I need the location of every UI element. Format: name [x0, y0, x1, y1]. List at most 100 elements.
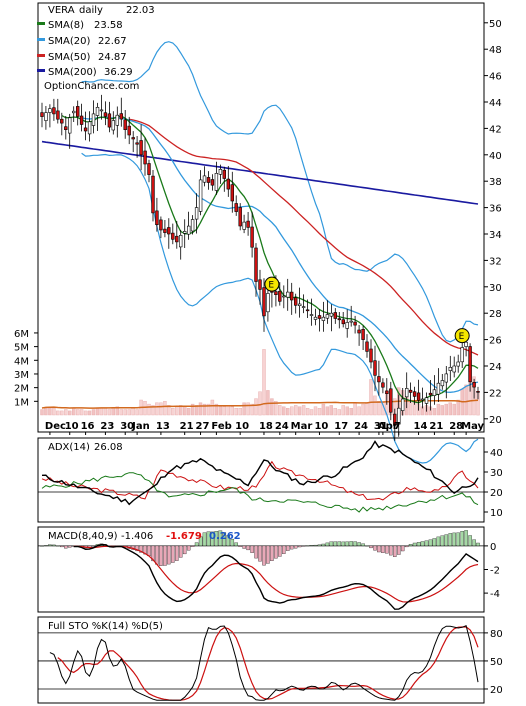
volume-bar	[258, 391, 262, 416]
macd-histogram-bar	[369, 545, 373, 549]
volume-tick-label: 4M	[14, 356, 29, 367]
volume-bar	[64, 409, 68, 416]
candle-body	[432, 389, 437, 396]
candle-body	[187, 225, 191, 235]
volume-bar	[147, 403, 151, 416]
macd-histogram-bar	[194, 542, 199, 547]
volume-bar	[282, 406, 286, 416]
candle-body	[163, 228, 167, 233]
date-tick-label: May	[461, 421, 484, 432]
volume-bar	[127, 409, 131, 416]
candle-body	[365, 341, 369, 352]
volume-bar	[167, 405, 171, 416]
macd-histogram-bar	[436, 536, 441, 547]
price-tick-label: 46	[489, 72, 502, 83]
volume-bar	[115, 406, 120, 416]
candle-body	[111, 120, 116, 131]
date-tick-label: 17	[334, 421, 348, 432]
candle-body	[167, 227, 171, 235]
candle-body	[444, 373, 448, 383]
candle-body	[397, 407, 401, 425]
macd-histogram-bar	[297, 545, 302, 548]
macd-histogram-bar	[305, 545, 310, 547]
volume-bar	[198, 402, 203, 416]
date-tick-label: 10	[314, 421, 328, 432]
candle-body	[258, 279, 262, 290]
volume-bar	[56, 410, 60, 416]
legend-swatch-sma8	[37, 22, 45, 25]
volume-bar	[373, 395, 377, 416]
macd-histogram-bar	[182, 545, 187, 555]
macd-panel: 0 -2 -4	[37, 526, 500, 613]
stochastic-d-line	[57, 626, 479, 701]
volume-bar	[83, 410, 88, 416]
macd-histogram-bar	[408, 544, 413, 547]
volume-bar	[456, 399, 460, 416]
macd-histogram-bar	[361, 543, 365, 547]
volume-tick-label: 5M	[14, 343, 29, 354]
candle-body	[48, 108, 52, 113]
stochastic-tick-label: 20	[490, 685, 503, 696]
price-tick-label: 50	[489, 19, 502, 30]
bollinger-lower-line	[81, 152, 479, 464]
macd-histogram-bar	[444, 534, 449, 547]
candle-body	[349, 320, 353, 323]
macd-histogram-bar	[321, 543, 326, 547]
adx-tick-label: 30	[490, 468, 503, 479]
date-tick-label: Feb	[211, 421, 231, 432]
adx-line	[41, 440, 479, 506]
candle-body	[115, 114, 120, 126]
candle-body	[305, 309, 310, 312]
volume-tick-label: 1M	[14, 397, 29, 408]
candle-body	[381, 382, 385, 388]
volume-bar	[206, 403, 211, 416]
candles	[40, 94, 480, 441]
earnings-marker-label: E	[459, 332, 465, 342]
candle-body	[103, 112, 108, 117]
price-tick-label: 34	[489, 230, 502, 241]
candle-body	[262, 287, 266, 317]
candle-body	[175, 235, 179, 243]
macd-histogram-value: 0.262	[209, 531, 241, 542]
legend-value-sma50: 24.87	[98, 52, 127, 63]
volume-bar	[242, 402, 246, 416]
macd-value: -1.406	[121, 531, 153, 542]
candle-body	[420, 398, 425, 401]
volume-bar	[95, 408, 100, 416]
last-close-label: 22.03	[126, 5, 155, 16]
volume-bar	[99, 408, 104, 416]
candle-body	[468, 346, 472, 383]
candle-body	[416, 392, 421, 401]
candle-body	[317, 315, 322, 319]
macd-histogram-bar	[242, 545, 246, 549]
macd-histogram-bar	[222, 532, 227, 547]
date-tick-label: 28	[449, 421, 463, 432]
volume-average-line	[41, 399, 479, 409]
macd-histogram-bar	[234, 542, 238, 547]
macd-histogram-bar	[44, 545, 48, 547]
macd-histogram-bar	[266, 545, 270, 564]
price-tick-label: 28	[489, 309, 502, 320]
date-tick-label: 23	[100, 421, 114, 432]
volume-bar	[262, 349, 266, 416]
volume-bar	[448, 402, 452, 416]
macd-histogram-bar	[293, 545, 298, 549]
candle-body	[345, 322, 349, 329]
candle-body	[218, 169, 223, 175]
earnings-marker-label: E	[268, 281, 274, 291]
date-tick-label: Apr	[378, 421, 398, 432]
macd-histogram-bar	[64, 545, 68, 549]
legend-swatch-sma20	[37, 38, 45, 41]
macd-histogram-bar	[373, 545, 377, 551]
candle-body	[234, 203, 238, 212]
volume-bar	[286, 408, 290, 416]
candle-body	[282, 295, 286, 298]
candle-body	[424, 397, 429, 404]
macd-histogram-bar	[159, 545, 163, 566]
volume-bar	[341, 405, 345, 416]
macd-histogram-bar	[258, 545, 262, 562]
candle-body	[226, 178, 230, 190]
candle-body	[460, 347, 464, 363]
volume-bar	[202, 403, 207, 416]
volume-bar	[305, 408, 310, 416]
